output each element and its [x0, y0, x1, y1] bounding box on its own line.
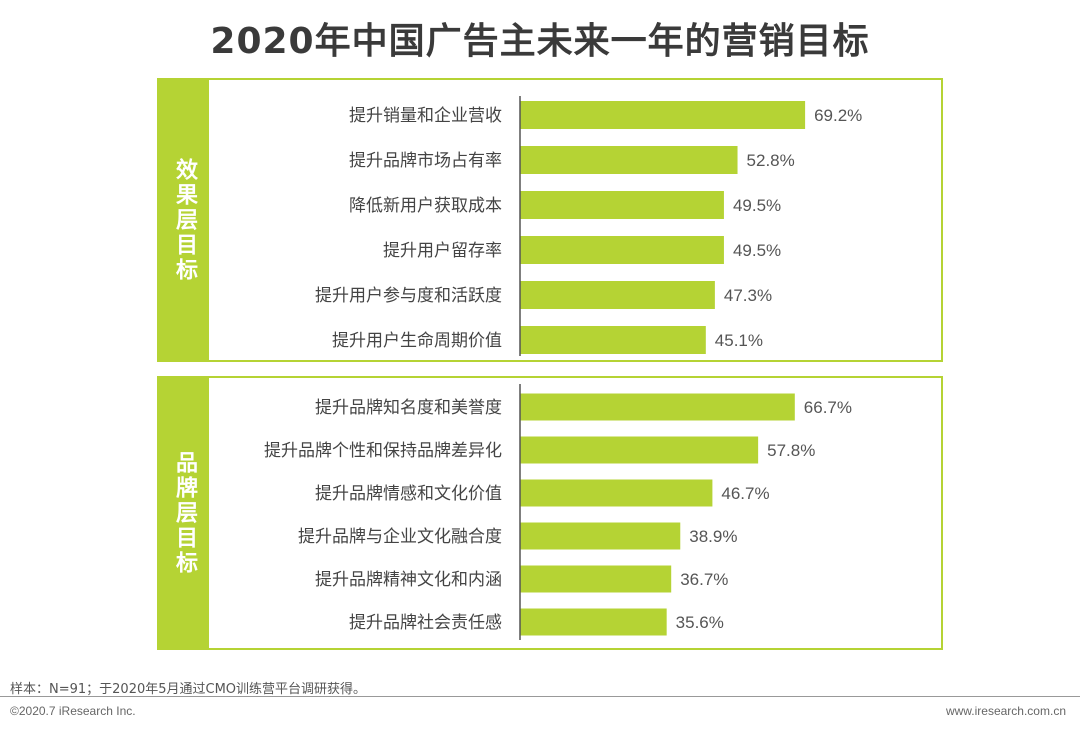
group-label-brand: 品牌层目标 — [159, 378, 209, 648]
website-link[interactable]: www.iresearch.com.cn — [945, 704, 1066, 718]
group-label-brand-text: 品牌层目标 — [172, 450, 197, 576]
bar-1-4 — [520, 565, 672, 593]
bar-0-5 — [520, 326, 706, 354]
copyright: ©2020.7 iResearch Inc. — [10, 704, 136, 718]
panel-brand-goals: 品牌层目标 提升品牌知名度和美誉度 66.7% 提升品牌个性和保持品牌差异化 57.8… — [157, 376, 943, 650]
bar-chart-brand: 提升品牌知名度和美誉度 66.7% 提升品牌个性和保持品牌差异化 57.8% 提升品牌情… — [264, 384, 852, 640]
category-label-0-4: 提升用户参与度和活跃度 — [315, 286, 502, 306]
category-label-0-0: 提升销量和企业营收 — [349, 106, 502, 126]
group-label-effect-text: 效果层目标 — [172, 157, 197, 283]
sample-note: 样本：N=91；于2020年5月通过CMO训练营平台调研获得。 — [10, 682, 367, 697]
value-label-1-4: 36.7% — [680, 570, 728, 589]
bar-1-0 — [520, 393, 795, 421]
category-label-0-2: 降低新用户获取成本 — [349, 196, 502, 216]
category-label-0-3: 提升用户留存率 — [383, 241, 502, 261]
bar-1-1 — [520, 436, 759, 464]
category-label-1-4: 提升品牌精神文化和内涵 — [315, 570, 502, 590]
category-label-1-5: 提升品牌社会责任感 — [349, 613, 502, 633]
value-label-0-0: 69.2% — [814, 106, 862, 125]
value-label-0-3: 49.5% — [733, 241, 781, 260]
group-label-effect: 效果层目标 — [159, 80, 209, 360]
bar-0-4 — [520, 281, 715, 309]
category-label-1-1: 提升品牌个性和保持品牌差异化 — [264, 441, 502, 461]
bar-1-2 — [520, 479, 713, 507]
chart-title: 2020年中国广告主未来一年的营销目标 — [210, 21, 870, 62]
bar-0-1 — [520, 146, 738, 174]
value-label-0-4: 47.3% — [724, 286, 772, 305]
bar-1-3 — [520, 522, 681, 550]
value-label-1-0: 66.7% — [804, 398, 852, 417]
value-label-1-5: 35.6% — [676, 613, 724, 632]
value-label-1-1: 57.8% — [767, 441, 815, 460]
panel-effect-goals: 效果层目标 提升销量和企业营收 69.2% 提升品牌市场占有率 52.8% 降低新用户获… — [157, 78, 943, 362]
category-label-0-5: 提升用户生命周期价值 — [332, 331, 502, 351]
bar-0-2 — [520, 191, 724, 219]
category-label-1-2: 提升品牌情感和文化价值 — [315, 484, 502, 504]
bar-chart-effect: 提升销量和企业营收 69.2% 提升品牌市场占有率 52.8% 降低新用户获取成本 49.… — [315, 96, 862, 356]
value-label-0-1: 52.8% — [747, 151, 795, 170]
value-label-0-5: 45.1% — [715, 331, 763, 350]
value-label-1-2: 46.7% — [721, 484, 769, 503]
footer-divider — [0, 696, 1080, 697]
category-label-1-3: 提升品牌与企业文化融合度 — [298, 527, 502, 547]
value-label-0-2: 49.5% — [733, 196, 781, 215]
category-label-1-0: 提升品牌知名度和美誉度 — [315, 398, 502, 418]
bar-1-5 — [520, 608, 667, 636]
value-label-1-3: 38.9% — [689, 527, 737, 546]
bar-0-0 — [520, 101, 806, 129]
bar-0-3 — [520, 236, 724, 264]
category-label-0-1: 提升品牌市场占有率 — [349, 151, 502, 171]
